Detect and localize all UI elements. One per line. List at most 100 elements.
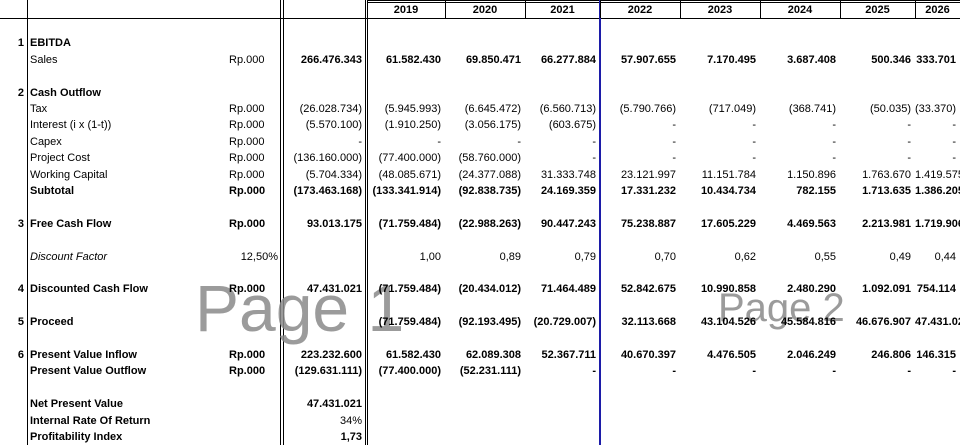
year-value: - <box>907 135 911 148</box>
unit: Rp.000 <box>229 365 266 378</box>
year-value: 45.584.816 <box>780 316 836 329</box>
year-header: 2022 <box>627 4 653 16</box>
year-value: 4.469.563 <box>787 217 836 230</box>
row-label: EBITDA <box>30 37 71 50</box>
year-value: - <box>952 365 956 378</box>
row-label: Project Cost <box>30 152 90 165</box>
year-value: 1,00 <box>419 250 441 263</box>
row-number: 6 <box>17 349 24 361</box>
year-value: 2.480.290 <box>787 283 836 296</box>
year-value: 7.170.495 <box>707 53 756 66</box>
year-value: - <box>672 365 676 378</box>
year-value: - <box>952 152 956 165</box>
year-value: 66.277.884 <box>540 53 596 66</box>
year-value: 754.114 <box>916 283 956 296</box>
year-header: 2024 <box>787 4 813 16</box>
year-value: - <box>672 135 676 148</box>
row-label: Discount Factor <box>30 250 108 263</box>
unit: Rp.000 <box>229 168 265 181</box>
row-number: 1 <box>17 37 24 50</box>
year-value: - <box>672 152 676 165</box>
year-value: - <box>672 119 676 132</box>
year-value: 52.367.711 <box>541 349 596 361</box>
year-value: 500.346 <box>871 53 911 66</box>
row-label: Free Cash Flow <box>30 217 112 230</box>
header-separator <box>760 0 761 18</box>
row-number: 2 <box>17 86 24 99</box>
year-header: 2019 <box>393 4 419 16</box>
year-value: (71.759.484) <box>378 316 441 329</box>
year-value: 10.990.858 <box>700 283 756 296</box>
column-border <box>280 0 281 445</box>
year-value: (52.231.111) <box>459 365 521 378</box>
year-value: - <box>832 365 836 378</box>
year-value: (71.759.484) <box>378 217 441 230</box>
year-value: (71.759.484) <box>378 283 441 296</box>
year-value: 4.476.505 <box>707 349 756 361</box>
total: 47.431.021 <box>306 283 362 296</box>
year-value: 0,62 <box>734 250 756 263</box>
year-value: (20.434.012) <box>458 283 521 296</box>
year-value: 0,89 <box>499 250 521 263</box>
year-value: - <box>437 135 441 148</box>
page-break-line <box>599 0 601 445</box>
unit: Rp.000 <box>229 53 265 66</box>
total: 47.431.021 <box>306 398 362 411</box>
total: (173.463.168) <box>293 185 363 197</box>
year-value: - <box>752 135 756 148</box>
year-value: 11.151.784 <box>701 168 756 181</box>
total: (5.570.100) <box>305 119 362 132</box>
year-value: 23.121.997 <box>620 168 676 181</box>
year-value: 61.582.430 <box>385 349 441 361</box>
year-value: (133.341.914) <box>372 185 442 197</box>
year-value: 1.150.896 <box>787 168 836 181</box>
column-border <box>365 0 366 445</box>
year-value: (5.945.993) <box>384 103 441 115</box>
year-value: - <box>832 119 836 132</box>
header-separator <box>600 0 601 18</box>
year-value: 47.431.021 <box>915 316 960 329</box>
year-value: 69.850.471 <box>465 53 521 66</box>
row-label: Interest (i x (1-t)) <box>30 119 112 132</box>
header-border <box>0 18 960 19</box>
year-value: 17.605.229 <box>700 217 756 230</box>
year-value: (6.645.472) <box>464 103 521 115</box>
year-value: 10.434.734 <box>700 185 756 197</box>
year-value: - <box>517 135 521 148</box>
total: (136.160.000) <box>293 152 363 165</box>
year-value: 32.113.668 <box>621 316 676 329</box>
year-value: 61.582.430 <box>385 53 441 66</box>
unit: Rp.000 <box>229 349 266 361</box>
row-number: 4 <box>17 283 24 296</box>
year-header: 2026 <box>925 4 950 16</box>
year-value: 1.419.575 <box>915 168 960 181</box>
unit: Rp.000 <box>229 152 265 165</box>
year-value: (92.838.735) <box>458 185 521 197</box>
year-value: (5.790.766) <box>619 103 676 115</box>
year-value: 1.713.635 <box>862 185 911 197</box>
row-label: Tax <box>30 103 48 115</box>
year-value: 31.333.748 <box>540 168 596 181</box>
header-separator <box>525 0 526 18</box>
year-value: - <box>592 365 596 378</box>
year-value: 43.104.526 <box>700 316 756 329</box>
column-border <box>27 0 28 445</box>
header-border <box>367 2 960 3</box>
year-header: 2025 <box>865 4 890 16</box>
year-value: 1.719.906 <box>915 217 960 230</box>
year-value: 0,44 <box>934 250 956 263</box>
row-label: Capex <box>30 135 62 148</box>
year-value: 90.447.243 <box>540 217 596 230</box>
column-border <box>367 0 368 445</box>
year-value: - <box>592 152 596 165</box>
year-value: (50.035) <box>870 103 911 115</box>
year-value: 71.464.489 <box>540 283 596 296</box>
year-value: (24.377.088) <box>458 168 521 181</box>
year-value: 52.842.675 <box>620 283 676 296</box>
year-value: 40.670.397 <box>620 349 676 361</box>
year-header: 2023 <box>707 4 733 16</box>
year-value: (603.675) <box>548 119 596 132</box>
year-value: - <box>592 135 596 148</box>
page-watermark: Page 1 <box>195 271 405 345</box>
